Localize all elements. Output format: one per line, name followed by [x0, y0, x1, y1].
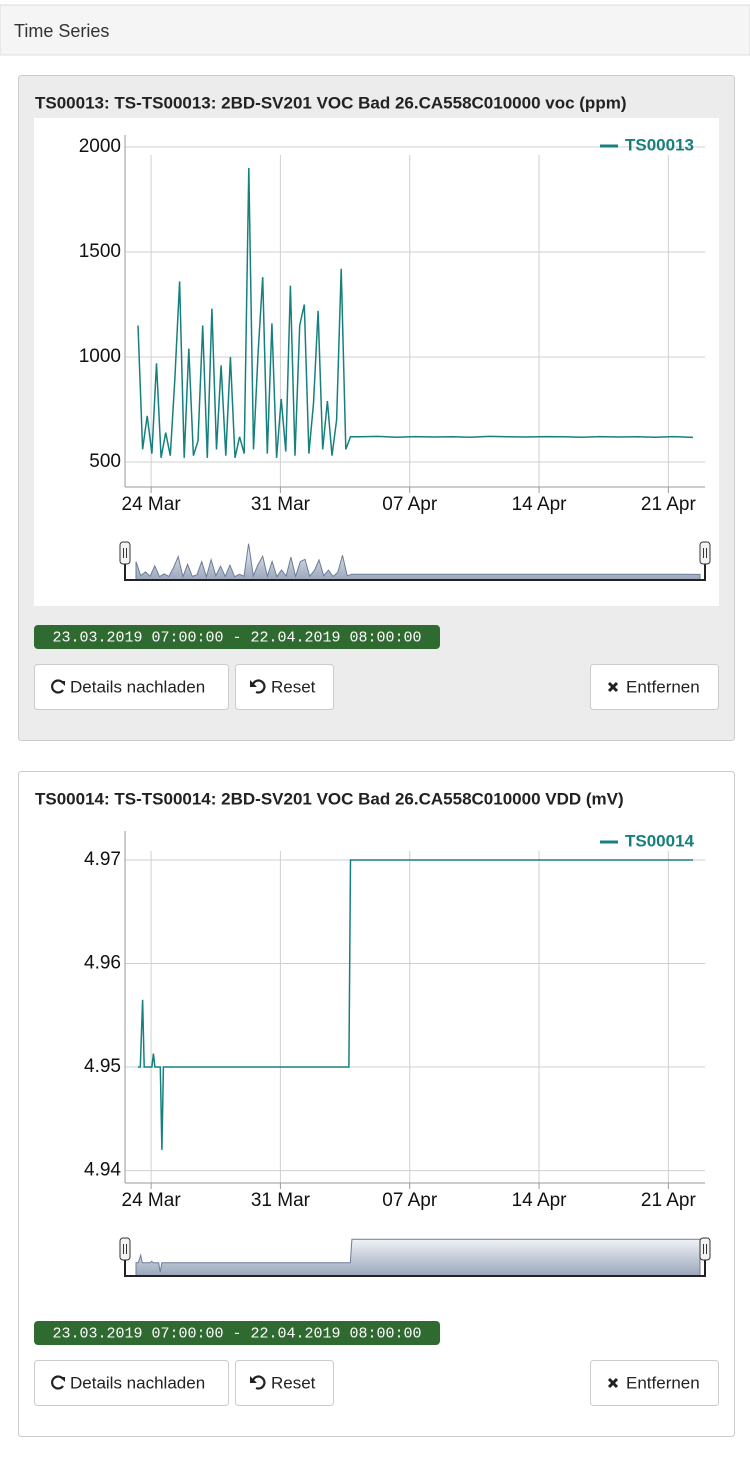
handle [699, 541, 711, 565]
button[interactable]: Entfernen [590, 664, 719, 710]
x-tick-label: 07 Apr [382, 494, 438, 515]
y-tick-label: 4.97 [84, 849, 121, 870]
handle-grip [703, 1244, 707, 1254]
navigator-handle[interactable] [119, 541, 131, 565]
icon-undo [252, 679, 266, 694]
button-bg [34, 1360, 229, 1406]
icon-refresh [51, 1375, 64, 1390]
handle [119, 541, 131, 565]
x-tick-label: 14 Apr [512, 1190, 568, 1211]
chart-title: TS00013: TS-TS00013: 2BD-SV201 VOC Bad 2… [35, 93, 626, 112]
button-bg [235, 1360, 334, 1406]
button-label: Entfernen [626, 677, 700, 696]
button[interactable]: Details nachladen [34, 1360, 229, 1406]
navigator-frame [124, 1249, 706, 1277]
icon-refresh [60, 681, 65, 686]
x-tick-label: 21 Apr [641, 1190, 697, 1211]
button-bg [235, 664, 334, 710]
handle-grip [703, 548, 707, 558]
range-bg [34, 1321, 440, 1345]
range-label: 23.03.2019 07:00:00 - 22.04.2019 08:00:0… [52, 1325, 421, 1342]
x-tick-label: 24 Mar [122, 1190, 182, 1211]
y-tick-label: 1500 [79, 241, 121, 262]
button[interactable]: Reset [235, 1360, 334, 1406]
x-tick-label: 31 Mar [251, 1190, 311, 1211]
y-tick-label: 4.95 [84, 1056, 121, 1077]
navigator-handle[interactable] [699, 1237, 711, 1261]
navigator-frame [124, 553, 706, 581]
chart-box [34, 118, 719, 606]
handle-grip [123, 1244, 127, 1254]
legend-label: TS00013 [625, 135, 694, 154]
chart-title: TS00014: TS-TS00014: 2BD-SV201 VOC Bad 2… [35, 789, 624, 808]
x-tick-label: 24 Mar [122, 494, 182, 515]
range-bg [34, 625, 440, 649]
y-tick-label: 4.96 [84, 953, 121, 974]
button[interactable]: Reset [235, 664, 334, 710]
navigator-area [135, 543, 701, 581]
icon-undo [250, 1376, 257, 1383]
data-line [137, 167, 694, 458]
handle [119, 1237, 131, 1261]
x-tick-label: 07 Apr [382, 1190, 438, 1211]
icon-refresh [51, 679, 64, 694]
icon-undo [252, 1375, 266, 1390]
navigator-handle[interactable] [119, 1237, 131, 1261]
legend-label: TS00014 [625, 831, 695, 850]
y-tick-label: 1000 [79, 346, 121, 367]
icon-remove [607, 681, 619, 693]
button-bg [34, 664, 229, 710]
button[interactable]: Details nachladen [34, 664, 229, 710]
range-badge: 23.03.2019 07:00:00 - 22.04.2019 08:00:0… [34, 1321, 440, 1345]
icon-refresh [60, 1377, 65, 1382]
navigator-handle[interactable] [699, 541, 711, 565]
button-label: Reset [271, 1373, 316, 1392]
y-tick-label: 500 [89, 451, 121, 472]
y-tick-label: 4.94 [84, 1160, 121, 1181]
data-line [138, 859, 693, 1150]
range-badge: 23.03.2019 07:00:00 - 22.04.2019 08:00:0… [34, 625, 440, 649]
handle [699, 1237, 711, 1261]
button-bg [590, 664, 719, 710]
button-bg [590, 1360, 719, 1406]
button[interactable]: Entfernen [590, 1360, 719, 1406]
x-tick-label: 31 Mar [251, 494, 311, 515]
range-label: 23.03.2019 07:00:00 - 22.04.2019 08:00:0… [52, 629, 421, 646]
icon-remove [607, 1377, 619, 1389]
y-tick-label: 2000 [79, 136, 121, 157]
header-bar [0, 4, 750, 56]
button-label: Entfernen [626, 1373, 700, 1392]
header-title: Time Series [14, 21, 109, 41]
button-label: Reset [271, 677, 316, 696]
x-tick-label: 14 Apr [512, 494, 568, 515]
button-label: Details nachladen [70, 1373, 205, 1392]
x-tick-label: 21 Apr [641, 494, 697, 515]
handle-grip [123, 548, 127, 558]
button-label: Details nachladen [70, 677, 205, 696]
icon-undo [250, 680, 257, 687]
